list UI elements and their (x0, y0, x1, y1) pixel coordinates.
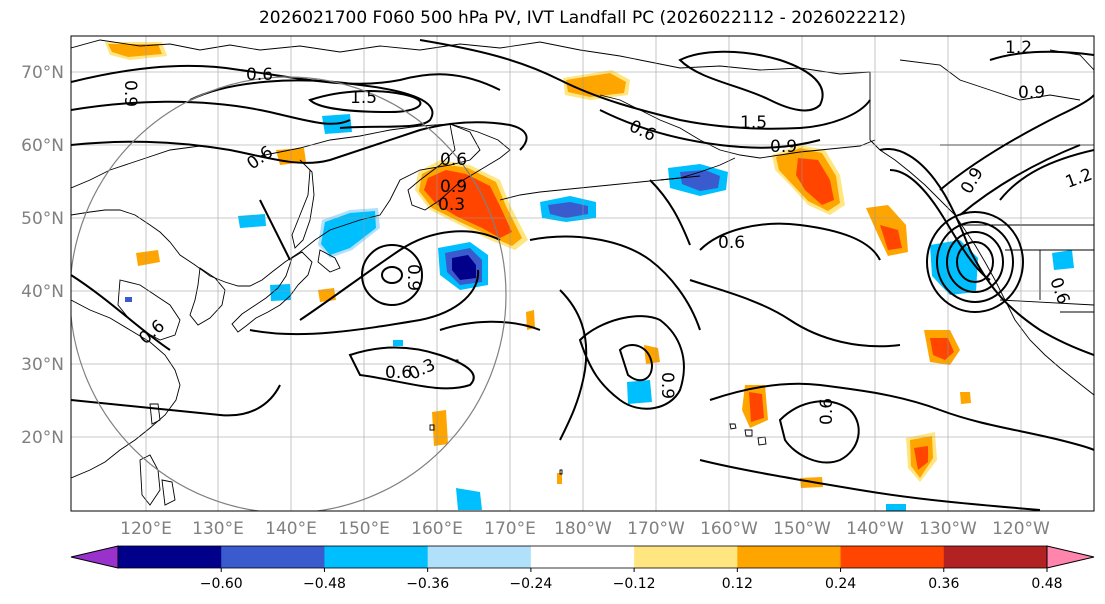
lat-label: 70°N (21, 63, 64, 83)
colorbar-tick-label: −0.36 (406, 576, 449, 592)
colorbar-tick-label: −0.60 (200, 576, 243, 592)
contour-label: 0.6 (817, 398, 837, 425)
colorbar-segment (118, 546, 222, 568)
lat-label: 50°N (21, 209, 64, 229)
ivt-contours (71, 39, 1094, 511)
contour-label: 0.9 (440, 177, 467, 197)
lat-label: 40°N (21, 282, 64, 302)
longitude-labels: 120°E 130°E 140°E 150°E 160°E 170°E 180°… (120, 519, 1050, 539)
colorbar-tick-label: 0.24 (825, 576, 856, 592)
contour-label: 0.9 (1018, 83, 1045, 103)
lon-label: 120°W (992, 519, 1050, 539)
colorbar-tick-label: −0.12 (613, 576, 656, 592)
colorbar-tick-label: 0.48 (1031, 576, 1062, 592)
contour-label: 1.5 (740, 113, 767, 133)
map-frame-bg (71, 36, 1094, 511)
lon-label: 130°W (919, 519, 977, 539)
lon-label: 150°E (338, 519, 390, 539)
colorbar-extend-high (1046, 545, 1095, 569)
contour-label: 0.6 (440, 150, 467, 170)
lon-label: 120°E (120, 519, 172, 539)
lat-label: 60°N (21, 136, 64, 156)
contour-label: 1.5 (350, 88, 377, 108)
landfall-radius-circle (71, 76, 507, 511)
colorbar-segment (427, 546, 532, 568)
lon-label: 170°W (627, 519, 685, 539)
contour-label: 0.9 (403, 264, 423, 291)
colorbar-tick-label: 0.36 (928, 576, 959, 592)
colorbar-segment (634, 546, 738, 568)
lon-label: 150°W (773, 519, 831, 539)
lon-label: 180°W (554, 519, 612, 539)
colorbar-segment (324, 546, 429, 568)
colorbar-extend-low (70, 545, 119, 569)
contour-label: 0.3 (438, 195, 465, 215)
colorbar-tick-label: −0.24 (509, 576, 552, 592)
contour-label: 1.2 (1005, 38, 1032, 58)
lon-label: 160°E (411, 519, 463, 539)
colorbar: −0.60 −0.48 −0.36 −0.24 −0.12 0.12 0.24 0.36 0.4… (70, 545, 1095, 592)
contour-label: 0.6 (385, 363, 412, 383)
colorbar-segment (840, 546, 945, 568)
latitude-labels: 70°N 60°N 50°N 40°N 30°N 20°N (21, 63, 64, 448)
graticule (71, 36, 1094, 511)
contour-label: 0.9 (120, 80, 140, 107)
lon-label: 170°E (484, 519, 536, 539)
contour-label: 0.9 (770, 137, 797, 157)
lon-label: 130°E (192, 519, 244, 539)
colorbar-segment (943, 546, 1048, 568)
lon-label: 140°W (846, 519, 904, 539)
contour-label: 0.9 (657, 372, 677, 399)
colorbar-tick-label: −0.48 (303, 576, 346, 592)
colorbar-segment (221, 546, 325, 568)
lon-label: 140°E (265, 519, 317, 539)
lat-label: 30°N (21, 355, 64, 375)
map-border (70, 35, 1095, 512)
lon-label: 160°W (700, 519, 758, 539)
map-title: 2026021700 F060 500 hPa PV, IVT Landfall… (258, 8, 906, 28)
colorbar-segment (530, 546, 635, 568)
lat-label: 20°N (21, 428, 64, 448)
contour-label: 0.6 (718, 233, 745, 253)
contour-label: 0.6 (246, 65, 273, 85)
colorbar-segment (737, 546, 842, 568)
colorbar-tick-label: 0.12 (722, 576, 753, 592)
